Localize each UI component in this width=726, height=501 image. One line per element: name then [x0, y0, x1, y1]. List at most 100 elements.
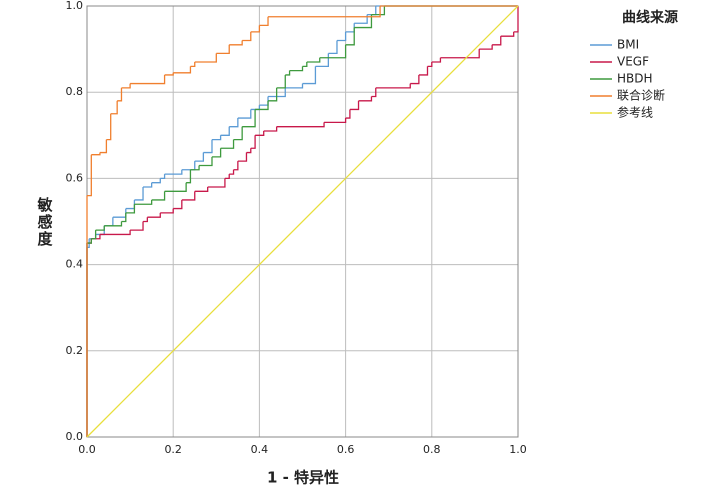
step-segment — [199, 156, 213, 167]
step-segment — [371, 87, 377, 98]
step-segment — [371, 6, 386, 16]
step-segment — [263, 126, 278, 132]
step-segment — [324, 118, 347, 124]
step-segment — [194, 152, 205, 162]
step-segment — [233, 126, 243, 141]
step-segment — [246, 148, 252, 154]
x-tick-label: 0.4 — [251, 443, 269, 456]
step-segment — [229, 169, 235, 175]
step-segment — [259, 16, 269, 27]
step-segment — [268, 87, 278, 102]
step-segment — [418, 66, 429, 76]
step-segment — [285, 70, 291, 76]
step-segment — [194, 53, 217, 63]
step-segment — [164, 72, 174, 76]
step-segment — [285, 83, 304, 89]
y-tick-label: 0.2 — [66, 344, 84, 357]
step-segment — [104, 217, 114, 227]
step-segment — [207, 178, 226, 188]
step-segment — [164, 182, 187, 192]
step-segment — [220, 139, 235, 149]
step-segment — [250, 135, 256, 149]
y-tick-label: 0.4 — [66, 258, 84, 271]
step-segment — [125, 199, 136, 210]
step-segment — [99, 139, 108, 154]
step-segment — [328, 40, 338, 55]
step-segment — [87, 154, 92, 197]
step-segment — [367, 6, 377, 16]
step-segment — [130, 221, 144, 231]
x-tick-label: 0.2 — [164, 443, 182, 456]
step-segment — [224, 174, 230, 180]
step-segment — [121, 212, 127, 223]
step-segment — [354, 14, 368, 24]
step-segment — [345, 23, 355, 33]
step-segment — [91, 152, 101, 156]
step-segment — [130, 74, 166, 85]
y-tick-label: 1.0 — [66, 0, 84, 12]
step-segment — [181, 161, 196, 171]
step-segment — [255, 100, 269, 111]
step-segment — [237, 152, 248, 162]
step-segment — [319, 44, 347, 59]
x-tick-label: 0.8 — [423, 443, 441, 456]
step-segment — [306, 57, 321, 63]
step-segment — [410, 74, 420, 85]
step-segment — [99, 230, 131, 236]
step-segment — [315, 53, 330, 67]
y-tick-label: 0.6 — [66, 171, 84, 184]
legend-label: 参考线 — [617, 105, 653, 120]
step-segment — [336, 31, 347, 42]
step-segment — [134, 187, 144, 201]
y-tick-label: 0.8 — [66, 85, 84, 98]
step-segment — [492, 36, 502, 46]
step-segment — [513, 6, 519, 33]
step-segment — [276, 74, 286, 89]
step-segment — [250, 25, 261, 33]
step-segment — [229, 118, 239, 128]
step-segment — [255, 130, 265, 136]
step-segment — [302, 62, 308, 67]
x-tick-label: 0.0 — [78, 443, 96, 456]
x-tick-label: 1.0 — [509, 443, 527, 456]
step-segment — [121, 83, 131, 89]
step-segment — [190, 165, 200, 171]
y-tick-label: 0.0 — [66, 430, 84, 443]
line — [86, 5, 519, 438]
x-tick-label: 0.6 — [337, 443, 355, 456]
step-segment — [110, 100, 118, 115]
step-segment — [345, 109, 351, 119]
step-segment — [151, 191, 166, 201]
step-segment — [87, 238, 90, 249]
step-segment — [173, 199, 183, 210]
step-segment — [134, 199, 153, 205]
step-segment — [302, 66, 317, 85]
step-segment — [479, 44, 493, 50]
step-segment — [358, 96, 373, 102]
step-segment — [440, 49, 480, 59]
legend-label: BMI — [617, 38, 639, 52]
step-segment — [268, 6, 381, 18]
step-segment — [125, 204, 136, 214]
step-segment — [242, 31, 252, 42]
step-segment — [268, 87, 286, 98]
step-segment — [375, 83, 411, 89]
step-segment — [276, 122, 325, 128]
step-segment — [117, 87, 123, 102]
step-segment — [289, 66, 304, 72]
step-segment — [151, 178, 161, 184]
step-segment — [211, 148, 222, 158]
step-segment — [242, 109, 256, 128]
step-segment — [186, 169, 192, 184]
step-segment — [220, 126, 230, 136]
legend-title: 曲线来源 — [622, 9, 678, 26]
step-segment — [181, 191, 196, 201]
step-segment — [87, 238, 92, 244]
step-segment — [216, 44, 230, 55]
step-segment — [229, 40, 243, 46]
step-segment — [143, 182, 153, 188]
step-segment — [233, 161, 239, 171]
step-segment — [91, 230, 97, 240]
step-segment — [143, 217, 148, 223]
